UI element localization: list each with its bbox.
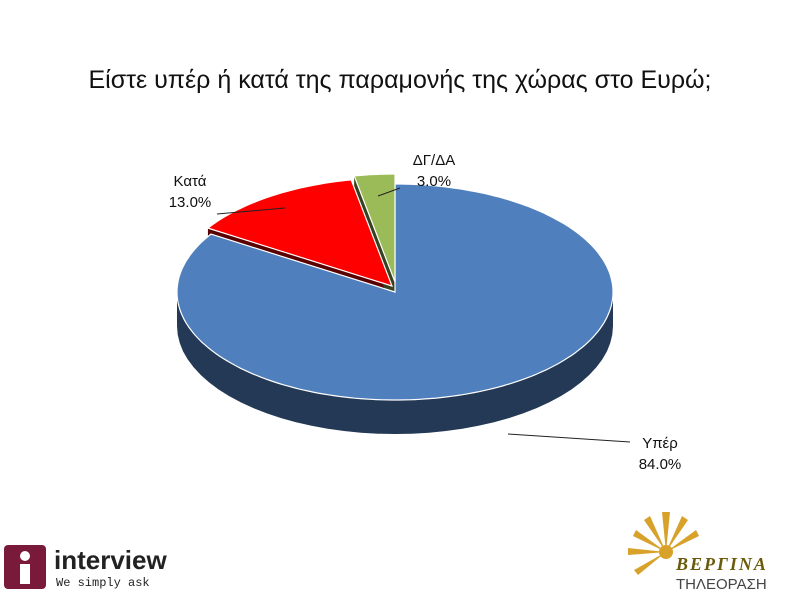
slice-value-label-1: 13.0%: [169, 194, 212, 211]
pie-slice-2: [353, 173, 396, 283]
sun-rays-icon: [628, 512, 699, 575]
pie-slice-1: [206, 179, 394, 287]
leader-line-0: [507, 433, 631, 443]
slice-label-0: Υπέρ: [642, 435, 678, 452]
logo-left-slogan: We simply ask: [56, 576, 150, 590]
pie-slice-side-0: [177, 292, 613, 434]
logo-left-name: interview: [54, 545, 167, 575]
logo-right-subtitle: ΤΗΛΕΟΡΑΣΗ: [676, 576, 767, 593]
slice-value-label-0: 84.0%: [639, 456, 682, 473]
slice-label-2: ΔΓ/ΔΑ: [413, 152, 455, 169]
pie-slice-0: [176, 183, 614, 401]
chart-title: Είστε υπέρ ή κατά της παραμονής της χώρα…: [88, 66, 712, 94]
slice-label-1: Κατά: [174, 173, 207, 190]
vergina-tv-logo: ΒΕΡΓΙΝΑ ΤΗΛΕΟΡΑΣΗ: [626, 508, 798, 596]
logo-right-name: ΒΕΡΓΙΝΑ: [676, 554, 768, 574]
leader-line-1: [216, 207, 286, 215]
info-icon: [4, 545, 46, 589]
interview-logo: interview We simply ask: [4, 545, 194, 593]
leader-line-2: [377, 187, 401, 197]
slice-value-label-2: 3.0%: [417, 173, 451, 190]
